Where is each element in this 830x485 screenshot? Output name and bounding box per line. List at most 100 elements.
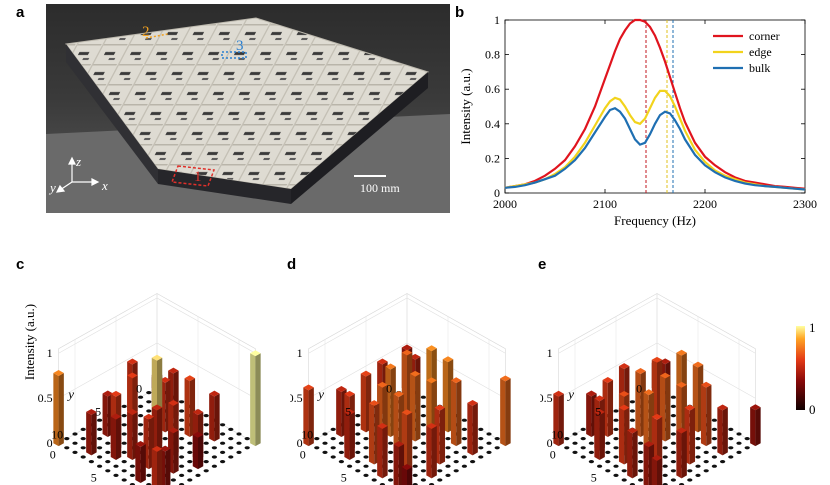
lattice-site-dot	[187, 469, 193, 473]
lattice-site-dot	[371, 469, 377, 473]
lattice-site-dot	[220, 432, 226, 436]
lattice-site-dot	[388, 469, 394, 473]
lattice-site-dot	[363, 437, 369, 441]
lattice-site-dot	[687, 478, 693, 482]
bar-face-right	[116, 416, 122, 460]
z-axis-label: Intensity (a.u.)	[22, 304, 37, 380]
z-tick-label: 0	[47, 436, 53, 450]
coordinate-axes	[55, 156, 100, 193]
y-tick-label: 0.6	[485, 82, 500, 96]
x-tick-label: 0	[550, 448, 556, 462]
lattice-site-dot	[412, 464, 418, 468]
lattice-site-dot	[146, 409, 152, 413]
bar-face-right	[456, 380, 462, 447]
bar-top	[442, 356, 454, 363]
x-tick-label: 2000	[493, 197, 517, 211]
x-tick-label: 0	[300, 448, 306, 462]
site3-marker	[221, 51, 247, 59]
plot-frame	[504, 19, 806, 194]
bar-top	[426, 377, 437, 384]
lattice-site-dot	[113, 473, 119, 477]
lattice-site-dot	[638, 441, 644, 445]
lattice-site-dot	[711, 437, 717, 441]
lattice-site-dot	[572, 441, 578, 445]
lattice-site-dot	[179, 418, 185, 422]
lattice-site-dot	[670, 450, 676, 454]
lattice-site-dot	[105, 469, 111, 473]
lattice-site-dot	[162, 437, 168, 441]
bar-face-right	[755, 407, 761, 447]
lattice-site-dot	[486, 432, 492, 436]
y-tick-label: 0.8	[485, 48, 500, 62]
x-tick-label: 5	[591, 471, 597, 485]
panel-letter-c: c	[16, 256, 25, 273]
bar-face-left	[651, 457, 657, 485]
bar-face-right	[91, 411, 97, 456]
lattice-site-dot	[461, 455, 467, 459]
lattice-site-dot	[420, 450, 426, 454]
bar-face-right	[706, 384, 712, 447]
lattice-site-dot	[687, 469, 693, 473]
spectrum-chart: 2000 2100 2200 2300 0 0.2 0.4 0.6 0.8 1 corner edge…	[458, 13, 817, 228]
lattice-site-dot	[138, 395, 144, 399]
bar-top	[700, 381, 712, 388]
bar-face-right	[415, 373, 421, 442]
lattice-site-dot	[220, 423, 226, 427]
colorbar-gradient	[796, 326, 805, 410]
bar-face-right	[308, 387, 314, 447]
lattice-photo: 1 2 3 z x y 100 mm	[46, 4, 450, 213]
bar-face-left	[700, 384, 707, 447]
lattice-site-dot	[621, 469, 627, 473]
lattice-site-dot	[138, 414, 144, 418]
lattice-site-dot	[355, 432, 361, 436]
y-tick-label: 0	[136, 381, 142, 395]
y-tick-label: 5	[595, 404, 601, 418]
lattice-site-dot	[138, 423, 144, 427]
lattice-site-dot	[711, 446, 717, 450]
lattice-site-dot	[211, 455, 217, 459]
lattice-site-dot	[670, 414, 676, 418]
y-tick-label: 0.2	[485, 151, 500, 165]
lattice-site-dot	[338, 450, 344, 454]
lattice-site-dot	[355, 469, 361, 473]
bar-face-right	[58, 373, 64, 447]
lattice-site-dot	[355, 423, 361, 427]
lattice-site-dot	[613, 437, 619, 441]
lattice-site-dot	[211, 464, 217, 468]
lattice-site-dot	[72, 450, 78, 454]
bar-face-left	[336, 389, 342, 437]
lattice-site-dot	[695, 473, 701, 477]
lattice-site-dot	[670, 432, 676, 436]
bar-top	[377, 358, 388, 365]
bar-top	[135, 441, 146, 447]
x-tick-label: 0	[50, 448, 56, 462]
lattice-site-dot	[179, 400, 185, 404]
lattice-site-dot	[64, 437, 70, 441]
lattice-site-dot	[113, 464, 119, 468]
lattice-site-dot	[211, 446, 217, 450]
lattice-site-dot	[453, 450, 459, 454]
lattice-site-dot	[347, 464, 353, 468]
bar-face-right	[165, 448, 171, 485]
bar-top	[684, 404, 696, 411]
lattice-site-dot	[121, 414, 127, 418]
bar-top	[602, 377, 614, 383]
lattice-site-dot	[314, 446, 320, 450]
lattice-site-dot	[363, 473, 369, 477]
bar-top	[53, 370, 64, 376]
x-tick-label: 2300	[793, 197, 817, 211]
bar3d-edge: 00.5105100510xy	[290, 292, 511, 485]
lattice-site-dot	[244, 446, 250, 450]
lattice-site-dot	[461, 437, 467, 441]
lattice-site-dot	[322, 432, 328, 436]
lattice-site-dot	[711, 427, 717, 431]
lattice-site-dot	[97, 446, 103, 450]
lattice-site-dot	[572, 432, 578, 436]
bar-face-right	[599, 412, 605, 460]
lattice-site-dot	[613, 427, 619, 431]
legend-label-bulk: bulk	[749, 61, 770, 75]
bar-face-right	[632, 430, 638, 479]
bar-top	[102, 390, 114, 397]
lattice-site-dot	[613, 418, 619, 422]
lattice-site-dot	[629, 409, 635, 413]
